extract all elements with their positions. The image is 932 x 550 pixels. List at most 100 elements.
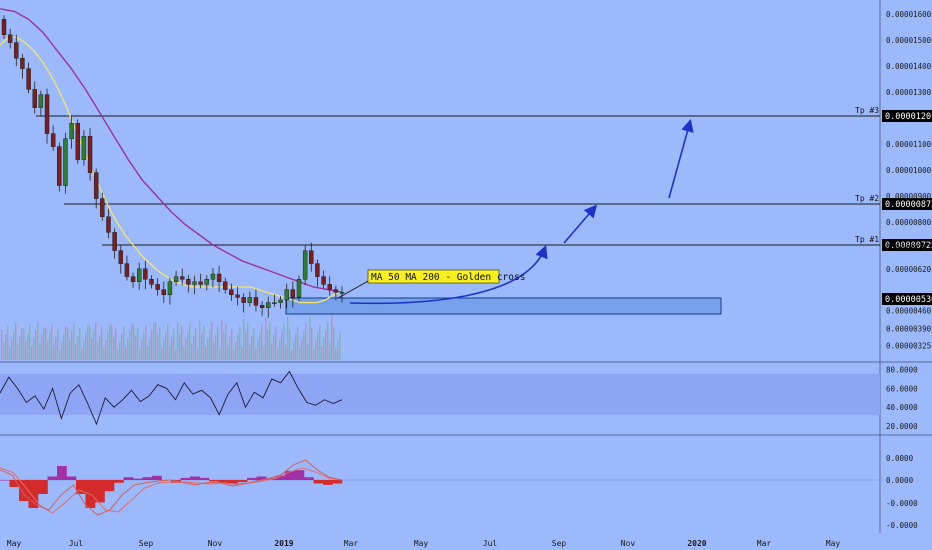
macd-axis: 0.0000 0.0000 -0.0000 -0.0000: [886, 454, 918, 530]
support-zone[interactable]: [285, 297, 722, 315]
volume-bar: [147, 346, 149, 360]
candle-body: [143, 268, 148, 280]
candle-body: [1, 19, 7, 36]
macd-bar: [313, 480, 324, 484]
volume-bar: [295, 334, 297, 360]
target-level-price-bg: [882, 239, 932, 251]
volume-bar: [19, 336, 21, 360]
volume-bar: [165, 332, 167, 360]
volume-bar: [115, 329, 117, 360]
candle-body: [241, 297, 246, 303]
volume-bar: [105, 340, 107, 360]
macd-bar: [28, 480, 39, 508]
volume-bar: [267, 330, 269, 360]
macd-bar: [0, 480, 10, 481]
volume-bar: [65, 326, 67, 360]
price-tick-label: 0.00000620: [886, 265, 932, 274]
volume-bar: [215, 335, 217, 360]
volume-bar: [159, 327, 161, 360]
target-level-label: Tp #2: [855, 194, 879, 203]
volume-bar: [255, 349, 257, 360]
volume-bar: [161, 348, 163, 360]
macd-bar: [247, 477, 257, 480]
ma200-path: [0, 8, 343, 293]
rsi-tick-label: 40.0000: [886, 403, 918, 412]
target-level-price: 0.00000725: [885, 241, 932, 251]
volume-bar: [333, 327, 335, 360]
projection-arrow-1[interactable]: [349, 245, 548, 305]
volume-bar: [319, 325, 321, 360]
volume-bar: [285, 345, 287, 360]
candle-body: [100, 198, 105, 218]
volume-bar: [243, 319, 245, 360]
time-axis: May Jul Sep Nov 2019 Mar May Jul Sep Nov 2020 Mar Ma…: [7, 539, 841, 548]
volume-bar: [77, 336, 79, 360]
macd-bar: [323, 480, 333, 485]
projection-arrow-2[interactable]: [563, 204, 598, 244]
candle-body: [118, 250, 123, 264]
candle-body: [124, 263, 130, 277]
volume-bar: [61, 342, 63, 360]
volume-bar: [277, 348, 279, 360]
volume-bar: [197, 349, 199, 360]
macd-bar: [142, 477, 153, 480]
volume-bar: [9, 347, 11, 360]
volume-bar: [57, 329, 59, 360]
volume-bar: [231, 329, 233, 360]
price-tick-label: 0.00000390: [886, 325, 932, 334]
time-tick-label: Mar: [757, 539, 772, 548]
candle-body: [87, 135, 93, 173]
volume-bar: [91, 338, 93, 360]
price-tick-label: 0.00000800: [886, 218, 932, 227]
annotation-box[interactable]: [367, 269, 500, 284]
macd-bar: [180, 477, 191, 480]
candle-body: [69, 122, 74, 139]
volume-bar: [281, 332, 283, 360]
volume-bar: [81, 349, 83, 360]
time-tick-label: Jul: [483, 539, 498, 548]
volume-bar: [213, 343, 215, 360]
volume-bar: [323, 338, 325, 360]
volume-bar: [221, 320, 223, 360]
candle-body: [247, 297, 253, 303]
volume-bar: [55, 337, 57, 360]
rsi-line: [0, 370, 343, 426]
candle-body: [327, 284, 332, 290]
volume-bar: [63, 334, 65, 360]
volume-bar: [3, 342, 5, 360]
volume-bar: [331, 315, 333, 360]
candle-body: [7, 34, 13, 43]
macd-bar: [304, 477, 314, 480]
volume-bar: [51, 324, 53, 360]
volume-bar: [171, 337, 173, 360]
annotation-text: MA 50 MA 200 - Golden cross: [371, 272, 525, 283]
volume-bar: [225, 324, 227, 360]
projection-arrow-3[interactable]: [668, 118, 694, 199]
volume-bar: [245, 331, 247, 360]
volume-bar: [127, 339, 129, 360]
target-level-price: 0.00000873: [885, 200, 932, 210]
candle-body: [81, 135, 87, 160]
volume-bar: [253, 328, 255, 360]
volume-bar: [133, 324, 135, 360]
volume-bar: [299, 347, 301, 360]
volume-bar: [185, 339, 187, 360]
volume-bar: [169, 345, 171, 360]
candlesticks: [1, 15, 345, 318]
volume-bar: [201, 333, 203, 360]
volume-bar: [311, 328, 313, 360]
volume-bar: [145, 325, 147, 360]
candle-body: [93, 172, 99, 199]
target-level-label: Tp #3: [855, 106, 879, 115]
candle-body: [32, 89, 37, 108]
volume-bar: [177, 322, 179, 360]
macd-bar: [275, 475, 286, 480]
volume-bar: [289, 329, 291, 360]
candle-body: [235, 294, 240, 298]
volume-bar: [41, 335, 43, 360]
macd-bar: [95, 480, 105, 503]
rsi-path: [0, 370, 343, 426]
candle-body: [223, 281, 228, 290]
volume-bar: [93, 330, 95, 360]
volume-bar: [203, 325, 205, 360]
